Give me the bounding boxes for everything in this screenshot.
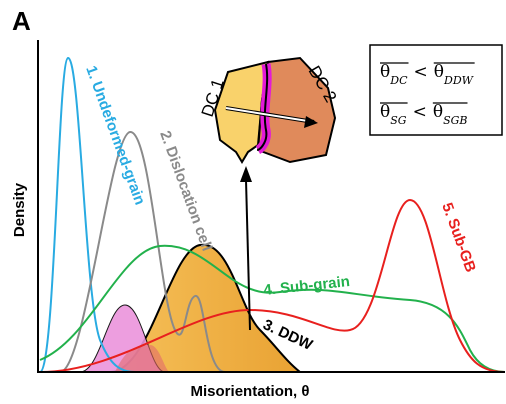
formula-part: θ	[380, 102, 390, 122]
curve-label: 4. Sub-grain	[263, 273, 351, 299]
curve-label: 1. Undeformed-grain	[82, 64, 148, 208]
curve-label: 5. Sub-GB	[438, 201, 479, 275]
curve-label: 2. Dislocation cell	[156, 129, 215, 254]
formula-part: <	[413, 102, 427, 122]
formula-part: DDW	[443, 74, 475, 87]
y-label: Density	[11, 182, 28, 237]
formula-part: SGB	[443, 114, 467, 127]
formula-part: θ	[380, 62, 390, 82]
formula-part: θ	[433, 102, 443, 122]
formula-part: θ	[434, 62, 444, 82]
pointer-head	[240, 166, 252, 182]
panel-label: A	[12, 6, 31, 36]
figure: A Density Misorientation, θ 1. Undeforme…	[0, 0, 506, 404]
x-label: Misorientation, θ	[191, 383, 310, 400]
formula-part: DC	[389, 74, 408, 87]
formula-part: SG	[390, 114, 407, 127]
formula-part: <	[414, 62, 428, 82]
